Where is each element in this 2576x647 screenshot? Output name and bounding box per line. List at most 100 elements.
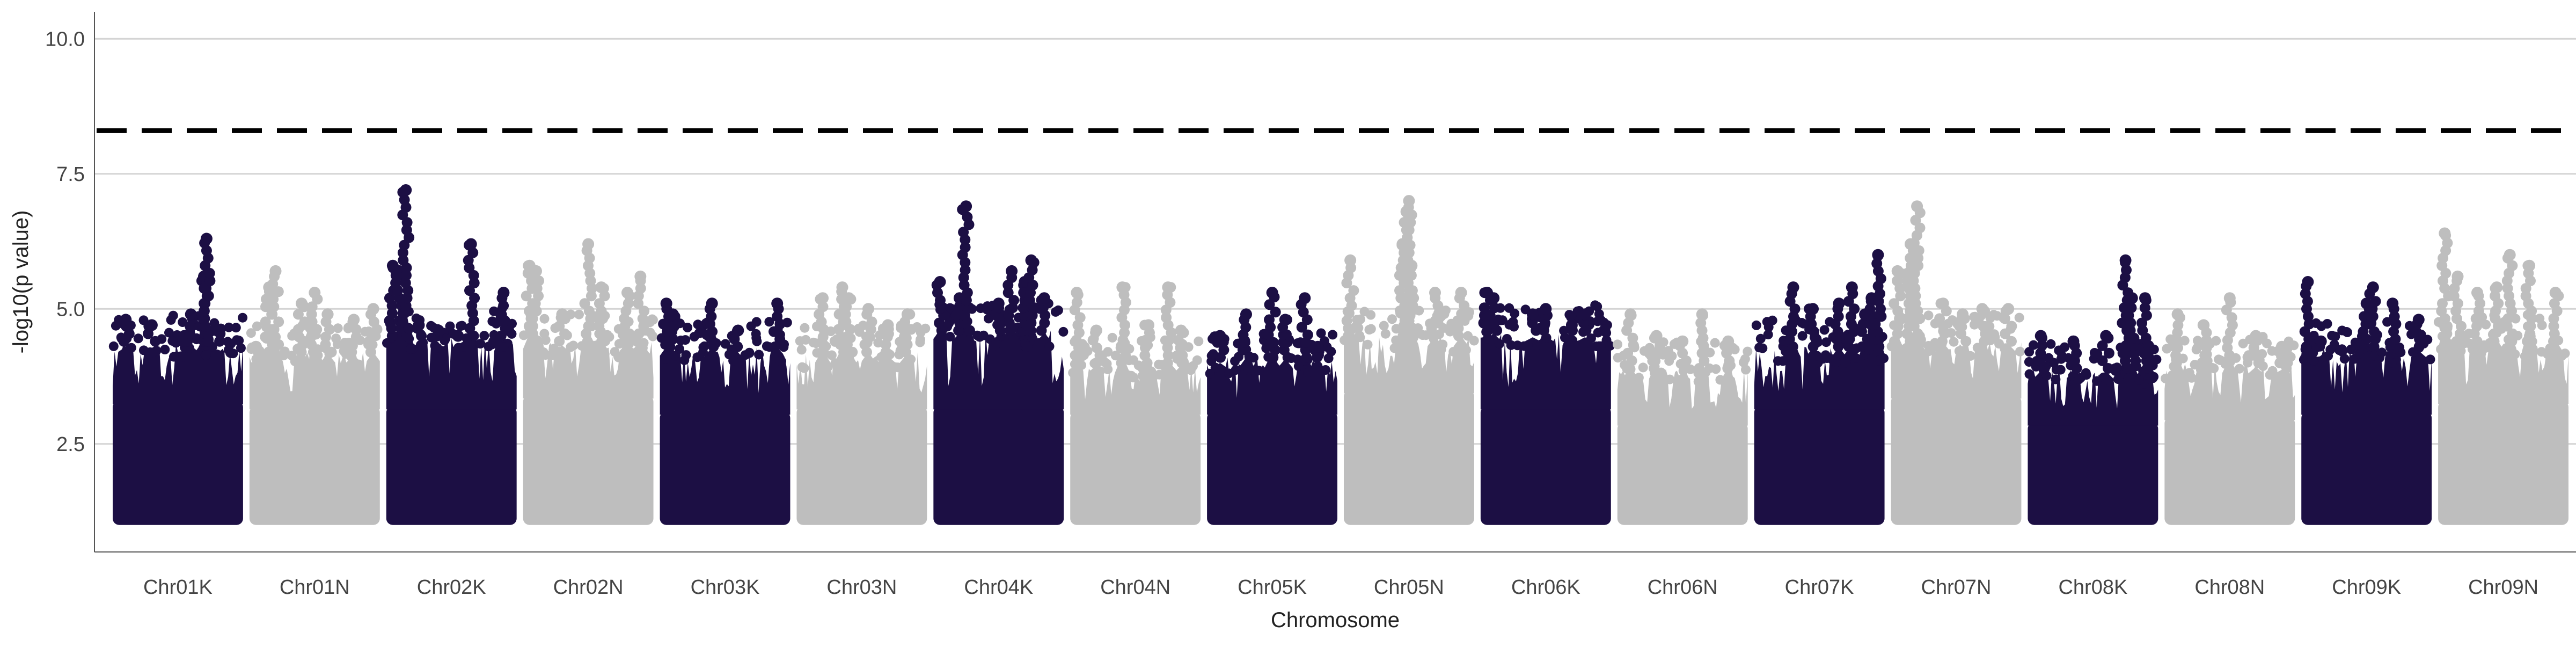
snp-point <box>1133 360 1144 370</box>
peak-snp-point <box>2035 330 2047 342</box>
peak-snp-point <box>2387 297 2399 310</box>
snp-point <box>1798 318 1809 329</box>
snp-point <box>201 350 211 360</box>
peak-snp-point <box>667 308 679 321</box>
snp-point <box>1965 351 1975 361</box>
peak-snp-point <box>582 238 595 250</box>
peak-snp-point <box>1891 265 1904 277</box>
snp-point <box>2125 325 2136 336</box>
snp-point <box>1913 260 1924 271</box>
snp-point <box>2134 375 2144 385</box>
x-tick-label: Chr02N <box>553 576 624 599</box>
snp-point <box>1934 313 1945 324</box>
snp-point <box>169 352 179 362</box>
peak-snp-point <box>250 340 262 353</box>
snp-point <box>1261 343 1271 353</box>
peak-snp-point <box>706 297 718 310</box>
peak-snp-point <box>1143 319 1154 331</box>
dense-points-chr05n <box>1344 390 1474 525</box>
chromosome-chr07n <box>1886 200 2025 525</box>
snp-point <box>479 331 489 341</box>
peak-snp-point <box>2139 292 2151 304</box>
snp-point <box>1710 338 1720 348</box>
snp-point <box>1137 370 1147 381</box>
peak-snp-point <box>2126 292 2138 304</box>
chromosome-chr04k <box>931 200 1069 525</box>
peak-snp-point <box>530 265 542 277</box>
snp-point <box>2476 348 2486 359</box>
snp-point <box>1002 287 1014 299</box>
snp-point <box>148 347 158 358</box>
snp-point <box>1821 337 1831 347</box>
snp-point <box>984 314 994 324</box>
chromosome-chr09k <box>2299 276 2435 525</box>
snp-point <box>808 337 818 347</box>
snp-point <box>306 301 318 312</box>
snp-point <box>367 361 377 371</box>
snp-point <box>1973 313 1984 324</box>
peak-snp-point <box>1624 308 1637 321</box>
snp-point <box>223 345 233 355</box>
snp-point <box>1328 330 1338 340</box>
snp-point <box>1303 368 1313 377</box>
snp-point <box>1879 353 1889 364</box>
snp-point <box>518 330 529 340</box>
snp-point <box>234 336 244 346</box>
snp-point <box>1154 369 1165 380</box>
snp-point <box>1173 370 1183 380</box>
snp-point <box>178 352 188 362</box>
snp-point <box>2024 357 2034 367</box>
peak-snp-point <box>1677 335 1689 347</box>
snp-point <box>1107 332 1117 343</box>
snp-point <box>339 346 349 356</box>
snp-point <box>1751 320 1761 330</box>
snp-point <box>692 352 702 362</box>
snp-point <box>1161 312 1172 323</box>
snp-point <box>2057 351 2067 361</box>
snp-point <box>126 343 136 353</box>
snp-point <box>579 298 590 309</box>
snp-point <box>1665 374 1675 384</box>
x-tick-label: Chr04K <box>964 576 1033 599</box>
snp-point <box>1590 300 1600 310</box>
peak-snp-point <box>2275 340 2288 353</box>
snp-point <box>2103 363 2114 374</box>
snp-point <box>350 331 362 343</box>
peak-snp-point <box>1527 308 1539 321</box>
snp-point <box>1605 341 1615 351</box>
snp-point <box>1363 339 1373 350</box>
snp-point <box>2124 372 2134 382</box>
snp-point <box>2526 313 2537 324</box>
chromosome-chr09n <box>2433 227 2570 525</box>
snp-point <box>202 336 214 347</box>
snp-point <box>1192 355 1202 365</box>
snp-point <box>1754 343 1765 353</box>
snp-point <box>2081 368 2091 378</box>
snp-point <box>1960 336 1972 347</box>
point-cloud-chr06k <box>1480 331 1611 410</box>
peak-snp-point <box>992 297 1005 310</box>
snp-point <box>2014 312 2024 323</box>
snp-point <box>1504 303 1514 313</box>
snp-point <box>2511 314 2521 324</box>
snp-point <box>1532 340 1542 350</box>
x-tick-label: Chr08K <box>2058 576 2127 599</box>
snp-point <box>2265 370 2275 380</box>
snp-point <box>2201 342 2212 353</box>
snp-point <box>594 298 605 309</box>
snp-point <box>500 323 511 334</box>
x-tick-label: Chr02K <box>417 576 486 599</box>
snp-point <box>133 333 143 344</box>
snp-point <box>1406 270 1417 281</box>
snp-point <box>2536 347 2546 357</box>
peak-snp-point <box>1846 281 1858 294</box>
chromosome-chr07k <box>1751 249 1889 525</box>
snp-point <box>1146 370 1156 380</box>
snp-point <box>236 343 246 353</box>
dense-points-chr05k <box>1207 411 1337 525</box>
snp-point <box>2234 364 2244 374</box>
snp-point <box>2006 336 2017 347</box>
peak-snp-point <box>1240 308 1252 321</box>
snp-point <box>2325 345 2336 355</box>
peak-snp-point <box>732 324 744 337</box>
